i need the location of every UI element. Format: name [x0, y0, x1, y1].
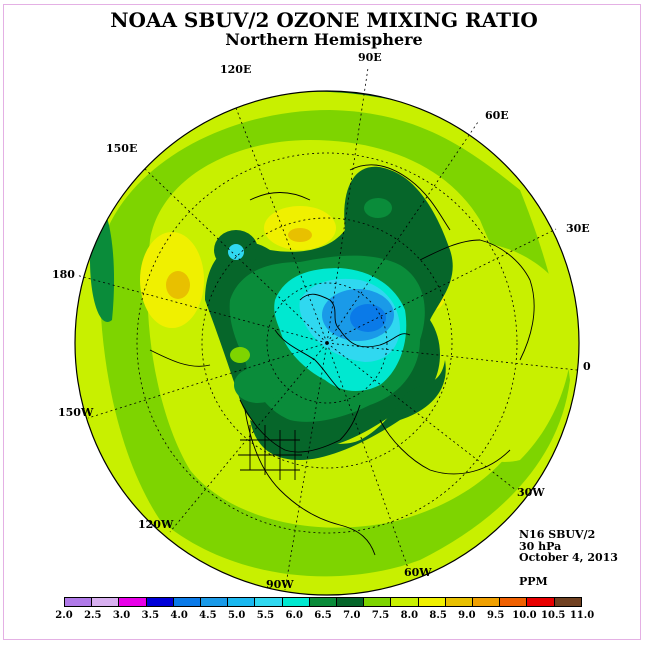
colorbar-tick-label: 8.5 — [429, 610, 447, 621]
colorbar-swatch — [255, 598, 283, 606]
map-title: NOAA SBUV/2 OZONE MIXING RATIO — [110, 8, 538, 32]
colorbar-tick-label: 2.5 — [84, 610, 102, 621]
lon-label-120e: 120E — [220, 63, 252, 76]
colorbar-swatch — [65, 598, 93, 606]
colorbar-tick-label: 9.0 — [458, 610, 476, 621]
colorbar-tick-label: 3.5 — [141, 610, 160, 621]
graticule — [75, 67, 578, 591]
lon-label-150w: 150W — [58, 406, 94, 419]
colorbar-swatch — [554, 598, 581, 606]
coastlines — [149, 164, 535, 556]
lon-label-0: 0 — [583, 360, 591, 373]
colorbar — [64, 597, 582, 607]
lon-label-90w: 90W — [266, 578, 294, 591]
colorbar-swatch — [473, 598, 501, 606]
units-label: PPM — [519, 575, 548, 588]
colorbar-tick-label: 6.5 — [314, 610, 332, 621]
map-boundary — [74, 90, 580, 596]
colorbar-swatch — [500, 598, 528, 606]
colorbar-swatch — [92, 598, 120, 606]
colorbar-tick-label: 11.0 — [569, 610, 595, 621]
colorbar-swatch — [201, 598, 229, 606]
date-label: October 4, 2013 — [519, 551, 618, 564]
ozone-field — [75, 91, 579, 595]
colorbar-tick-label: 5.5 — [256, 610, 275, 621]
colorbar-tick-label: 4.0 — [170, 610, 188, 621]
colorbar-swatch — [418, 598, 446, 606]
colorbar-swatch — [337, 598, 365, 606]
colorbar-tick-label: 4.5 — [199, 610, 217, 621]
lon-label-180: 180 — [52, 268, 75, 281]
lon-label-30w: 30W — [517, 486, 545, 499]
ozone-band-east — [430, 242, 573, 462]
plot-frame — [3, 4, 641, 640]
lon-label-120w: 120W — [138, 518, 174, 531]
colorbar-tick-label: 2.0 — [55, 610, 73, 621]
colorbar-swatch — [309, 598, 338, 606]
colorbar-swatch — [527, 598, 555, 606]
colorbar-swatch — [445, 598, 474, 606]
colorbar-swatch — [173, 598, 202, 606]
lon-label-150e: 150E — [106, 142, 138, 155]
lon-label-60w: 60W — [404, 566, 432, 579]
colorbar-swatch — [364, 598, 392, 606]
colorbar-tick-label: 10.0 — [512, 610, 537, 621]
colorbar-tick-label: 8.0 — [400, 610, 419, 621]
instrument-label: N16 SBUV/2 — [519, 528, 596, 541]
colorbar-tick-label: 5.0 — [227, 610, 246, 621]
colorbar-swatch — [391, 598, 419, 606]
map-subtitle: Northern Hemisphere — [225, 30, 423, 49]
colorbar-tick-label: 3.0 — [112, 610, 131, 621]
lon-label-60e: 60E — [485, 109, 509, 122]
colorbar-tick-label: 9.5 — [486, 610, 505, 621]
colorbar-swatch — [282, 598, 310, 606]
lon-label-30e: 30E — [566, 222, 590, 235]
colorbar-swatch — [146, 598, 174, 606]
pressure-level-label: 30 hPa — [519, 540, 562, 553]
colorbar-tick-label: 7.0 — [343, 610, 361, 621]
colorbar-swatch — [228, 598, 256, 606]
colorbar-tick-label: 6.0 — [285, 610, 303, 621]
lon-label-90e: 90E — [358, 51, 382, 64]
colorbar-swatch — [119, 598, 147, 606]
colorbar-tick-label: 10.5 — [541, 610, 566, 621]
ozone-min-core — [350, 304, 386, 332]
colorbar-tick-label: 7.5 — [371, 610, 390, 621]
